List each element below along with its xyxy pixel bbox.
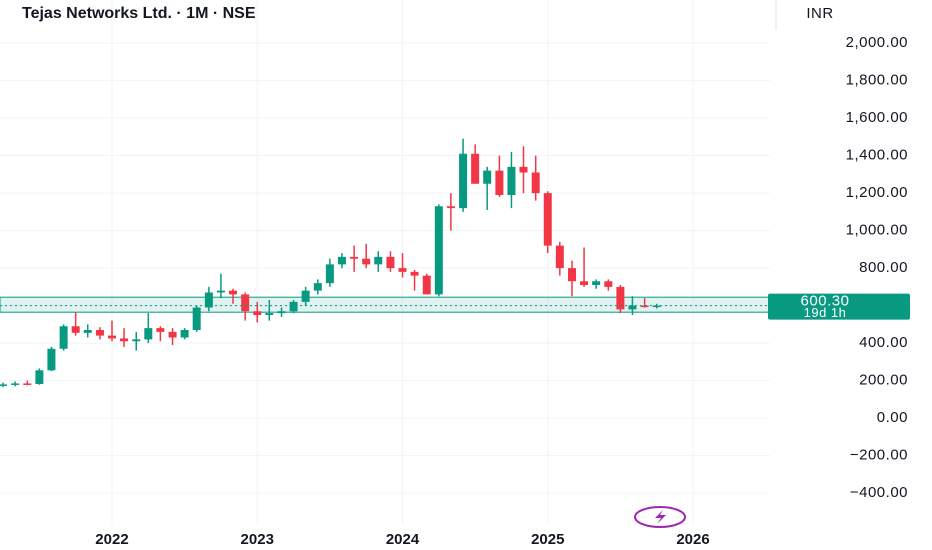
candle-body bbox=[568, 268, 577, 282]
candle-body bbox=[446, 206, 455, 209]
candle-body bbox=[471, 153, 480, 184]
candle-body bbox=[204, 292, 213, 308]
candle-body bbox=[107, 335, 116, 339]
candle-body bbox=[192, 307, 201, 330]
candle-body bbox=[531, 172, 540, 194]
y-tick-label: −400.00 bbox=[850, 484, 908, 501]
candle-body bbox=[277, 311, 286, 314]
candle-body bbox=[83, 330, 92, 333]
y-tick-label: 1,000.00 bbox=[846, 222, 908, 239]
candle-body bbox=[410, 271, 419, 276]
y-tick-label: −200.00 bbox=[850, 447, 908, 464]
candle-body bbox=[168, 331, 177, 338]
candle-body bbox=[422, 275, 431, 295]
candle-body bbox=[59, 326, 68, 349]
candle-body bbox=[398, 268, 407, 272]
candle-body bbox=[0, 384, 8, 386]
candle-body bbox=[11, 383, 20, 385]
candle-body bbox=[71, 326, 80, 333]
candle-body bbox=[337, 256, 346, 265]
y-tick-label: 0.00 bbox=[877, 409, 908, 426]
candle-body bbox=[156, 328, 165, 332]
candle-body bbox=[23, 383, 32, 385]
candle-body bbox=[144, 328, 153, 340]
candle-body bbox=[483, 170, 492, 184]
y-tick-label: 1,600.00 bbox=[846, 109, 908, 126]
x-tick-label: 2026 bbox=[676, 531, 709, 548]
x-tick-label: 2025 bbox=[531, 531, 564, 548]
currency: INR bbox=[806, 5, 833, 22]
x-tick-label: 2024 bbox=[386, 531, 420, 548]
zone-band bbox=[0, 296, 771, 313]
candle-body bbox=[555, 245, 564, 269]
candle-body bbox=[241, 294, 250, 312]
candle-body bbox=[459, 153, 468, 209]
price-label-box bbox=[768, 293, 910, 320]
candle-body bbox=[640, 305, 649, 308]
candle-body bbox=[652, 305, 661, 308]
candle-body bbox=[495, 170, 504, 195]
price-label: 600.30 bbox=[801, 293, 850, 310]
candle-body bbox=[216, 290, 225, 293]
candle-body bbox=[313, 283, 322, 291]
candle-body bbox=[325, 264, 334, 284]
candle-body bbox=[362, 258, 371, 265]
candle-body bbox=[301, 290, 310, 302]
y-tick-label: 800.00 bbox=[859, 259, 908, 276]
candle-body bbox=[228, 290, 237, 295]
candle-body bbox=[350, 256, 359, 259]
y-tick-label: 1,200.00 bbox=[846, 184, 908, 201]
candle-body bbox=[95, 330, 104, 336]
y-tick-label: 1,800.00 bbox=[846, 72, 908, 89]
candle-body bbox=[35, 370, 44, 384]
candle-body bbox=[507, 166, 516, 195]
chart-title: Tejas Networks Ltd. · 1M · NSE bbox=[22, 5, 256, 22]
x-tick-label: 2023 bbox=[241, 531, 274, 548]
candle-body bbox=[628, 305, 637, 310]
x-tick-label: 2022 bbox=[95, 531, 128, 548]
y-tick-label: 2,000.00 bbox=[846, 34, 908, 51]
y-tick-label: 400.00 bbox=[859, 334, 908, 351]
plot bbox=[0, 138, 771, 388]
candle-body bbox=[253, 311, 262, 315]
lightning-icon bbox=[634, 506, 686, 528]
candle-body bbox=[543, 193, 552, 246]
candle-body bbox=[592, 281, 601, 285]
y-tick-label: 1,400.00 bbox=[846, 147, 908, 164]
candle-body bbox=[180, 330, 189, 338]
candle-body bbox=[386, 256, 395, 269]
candle-body bbox=[374, 256, 383, 265]
candle-body bbox=[616, 286, 625, 310]
candle-body bbox=[604, 281, 613, 287]
countdown-label: 19d 1h bbox=[804, 305, 847, 320]
candle-body bbox=[519, 166, 528, 173]
candle-body bbox=[580, 281, 589, 285]
candle-body bbox=[265, 313, 274, 315]
candle-body bbox=[434, 206, 443, 295]
candle-body bbox=[289, 301, 298, 312]
candle-body bbox=[120, 338, 129, 342]
y-tick-label: 200.00 bbox=[859, 372, 908, 389]
candle-body bbox=[132, 339, 141, 342]
candle-body bbox=[47, 348, 56, 371]
